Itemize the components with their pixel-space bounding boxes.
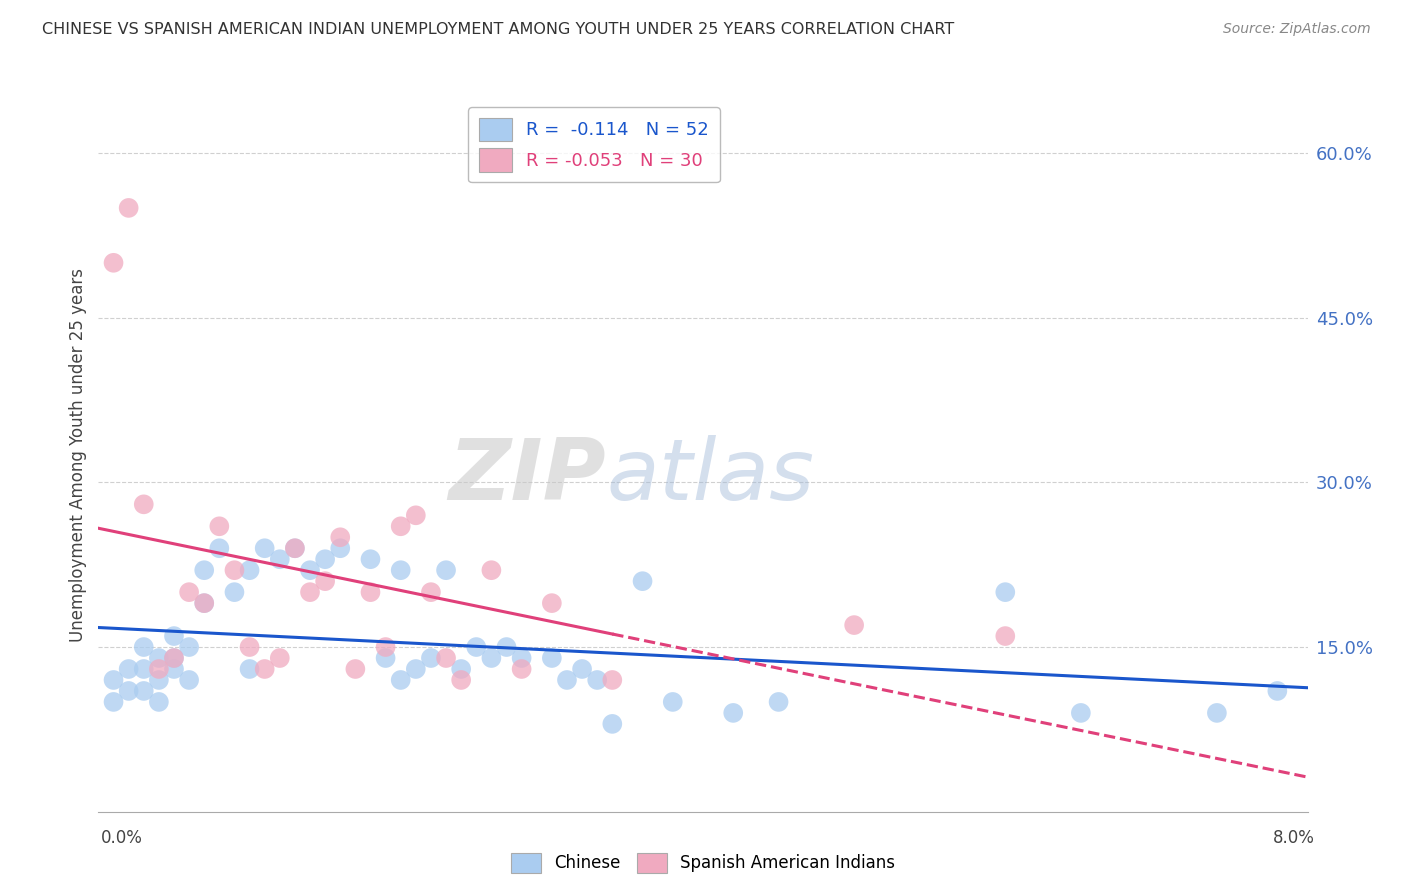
Point — [389, 563, 412, 577]
Point — [481, 563, 503, 577]
Point — [118, 684, 141, 698]
Point — [208, 541, 231, 556]
Point — [179, 640, 201, 654]
Point — [602, 673, 624, 687]
Text: 0.0%: 0.0% — [101, 829, 143, 847]
Point — [344, 662, 367, 676]
Point — [284, 541, 307, 556]
Point — [571, 662, 593, 676]
Point — [299, 563, 322, 577]
Point — [481, 651, 503, 665]
Point — [434, 563, 457, 577]
Point — [602, 717, 624, 731]
Point — [541, 596, 564, 610]
Point — [314, 552, 336, 566]
Point — [239, 662, 262, 676]
Point — [132, 497, 155, 511]
Point — [465, 640, 488, 654]
Point — [844, 618, 866, 632]
Point — [420, 585, 443, 599]
Point — [239, 640, 262, 654]
Point — [284, 541, 307, 556]
Point — [631, 574, 654, 589]
Point — [405, 508, 427, 523]
Point — [389, 519, 412, 533]
Point — [224, 563, 246, 577]
Point — [269, 651, 291, 665]
Point — [269, 552, 291, 566]
Point — [1206, 706, 1229, 720]
Legend: Chinese, Spanish American Indians: Chinese, Spanish American Indians — [503, 847, 903, 880]
Point — [555, 673, 578, 687]
Point — [299, 585, 322, 599]
Point — [103, 695, 125, 709]
Point — [103, 256, 125, 270]
Point — [389, 673, 412, 687]
Point — [132, 640, 155, 654]
Point — [193, 596, 215, 610]
Point — [118, 201, 141, 215]
Point — [586, 673, 609, 687]
Point — [193, 596, 215, 610]
Point — [405, 662, 427, 676]
Y-axis label: Unemployment Among Youth under 25 years: Unemployment Among Youth under 25 years — [69, 268, 87, 642]
Point — [148, 695, 170, 709]
Point — [314, 574, 336, 589]
Text: ZIP: ZIP — [449, 434, 606, 518]
Point — [1070, 706, 1092, 720]
Text: atlas: atlas — [606, 434, 814, 518]
Point — [1267, 684, 1289, 698]
Point — [360, 552, 382, 566]
Point — [224, 585, 246, 599]
Point — [118, 662, 141, 676]
Point — [360, 585, 382, 599]
Point — [253, 541, 276, 556]
Point — [510, 651, 533, 665]
Point — [374, 651, 396, 665]
Point — [163, 662, 186, 676]
Text: CHINESE VS SPANISH AMERICAN INDIAN UNEMPLOYMENT AMONG YOUTH UNDER 25 YEARS CORRE: CHINESE VS SPANISH AMERICAN INDIAN UNEMP… — [42, 22, 955, 37]
Point — [148, 673, 170, 687]
Text: Source: ZipAtlas.com: Source: ZipAtlas.com — [1223, 22, 1371, 37]
Point — [179, 673, 201, 687]
Point — [450, 673, 472, 687]
Point — [148, 662, 170, 676]
Legend: R =  -0.114   N = 52, R = -0.053   N = 30: R = -0.114 N = 52, R = -0.053 N = 30 — [468, 107, 720, 183]
Point — [329, 530, 352, 544]
Point — [768, 695, 790, 709]
Point — [132, 684, 155, 698]
Point — [239, 563, 262, 577]
Point — [994, 585, 1017, 599]
Point — [193, 563, 215, 577]
Point — [994, 629, 1017, 643]
Point — [208, 519, 231, 533]
Point — [434, 651, 457, 665]
Point — [163, 651, 186, 665]
Point — [374, 640, 396, 654]
Point — [148, 651, 170, 665]
Point — [723, 706, 745, 720]
Point — [253, 662, 276, 676]
Point — [541, 651, 564, 665]
Point — [662, 695, 685, 709]
Point — [132, 662, 155, 676]
Point — [163, 651, 186, 665]
Point — [103, 673, 125, 687]
Point — [329, 541, 352, 556]
Point — [495, 640, 517, 654]
Text: 8.0%: 8.0% — [1272, 829, 1315, 847]
Point — [450, 662, 472, 676]
Point — [510, 662, 533, 676]
Point — [179, 585, 201, 599]
Point — [163, 629, 186, 643]
Point — [420, 651, 443, 665]
